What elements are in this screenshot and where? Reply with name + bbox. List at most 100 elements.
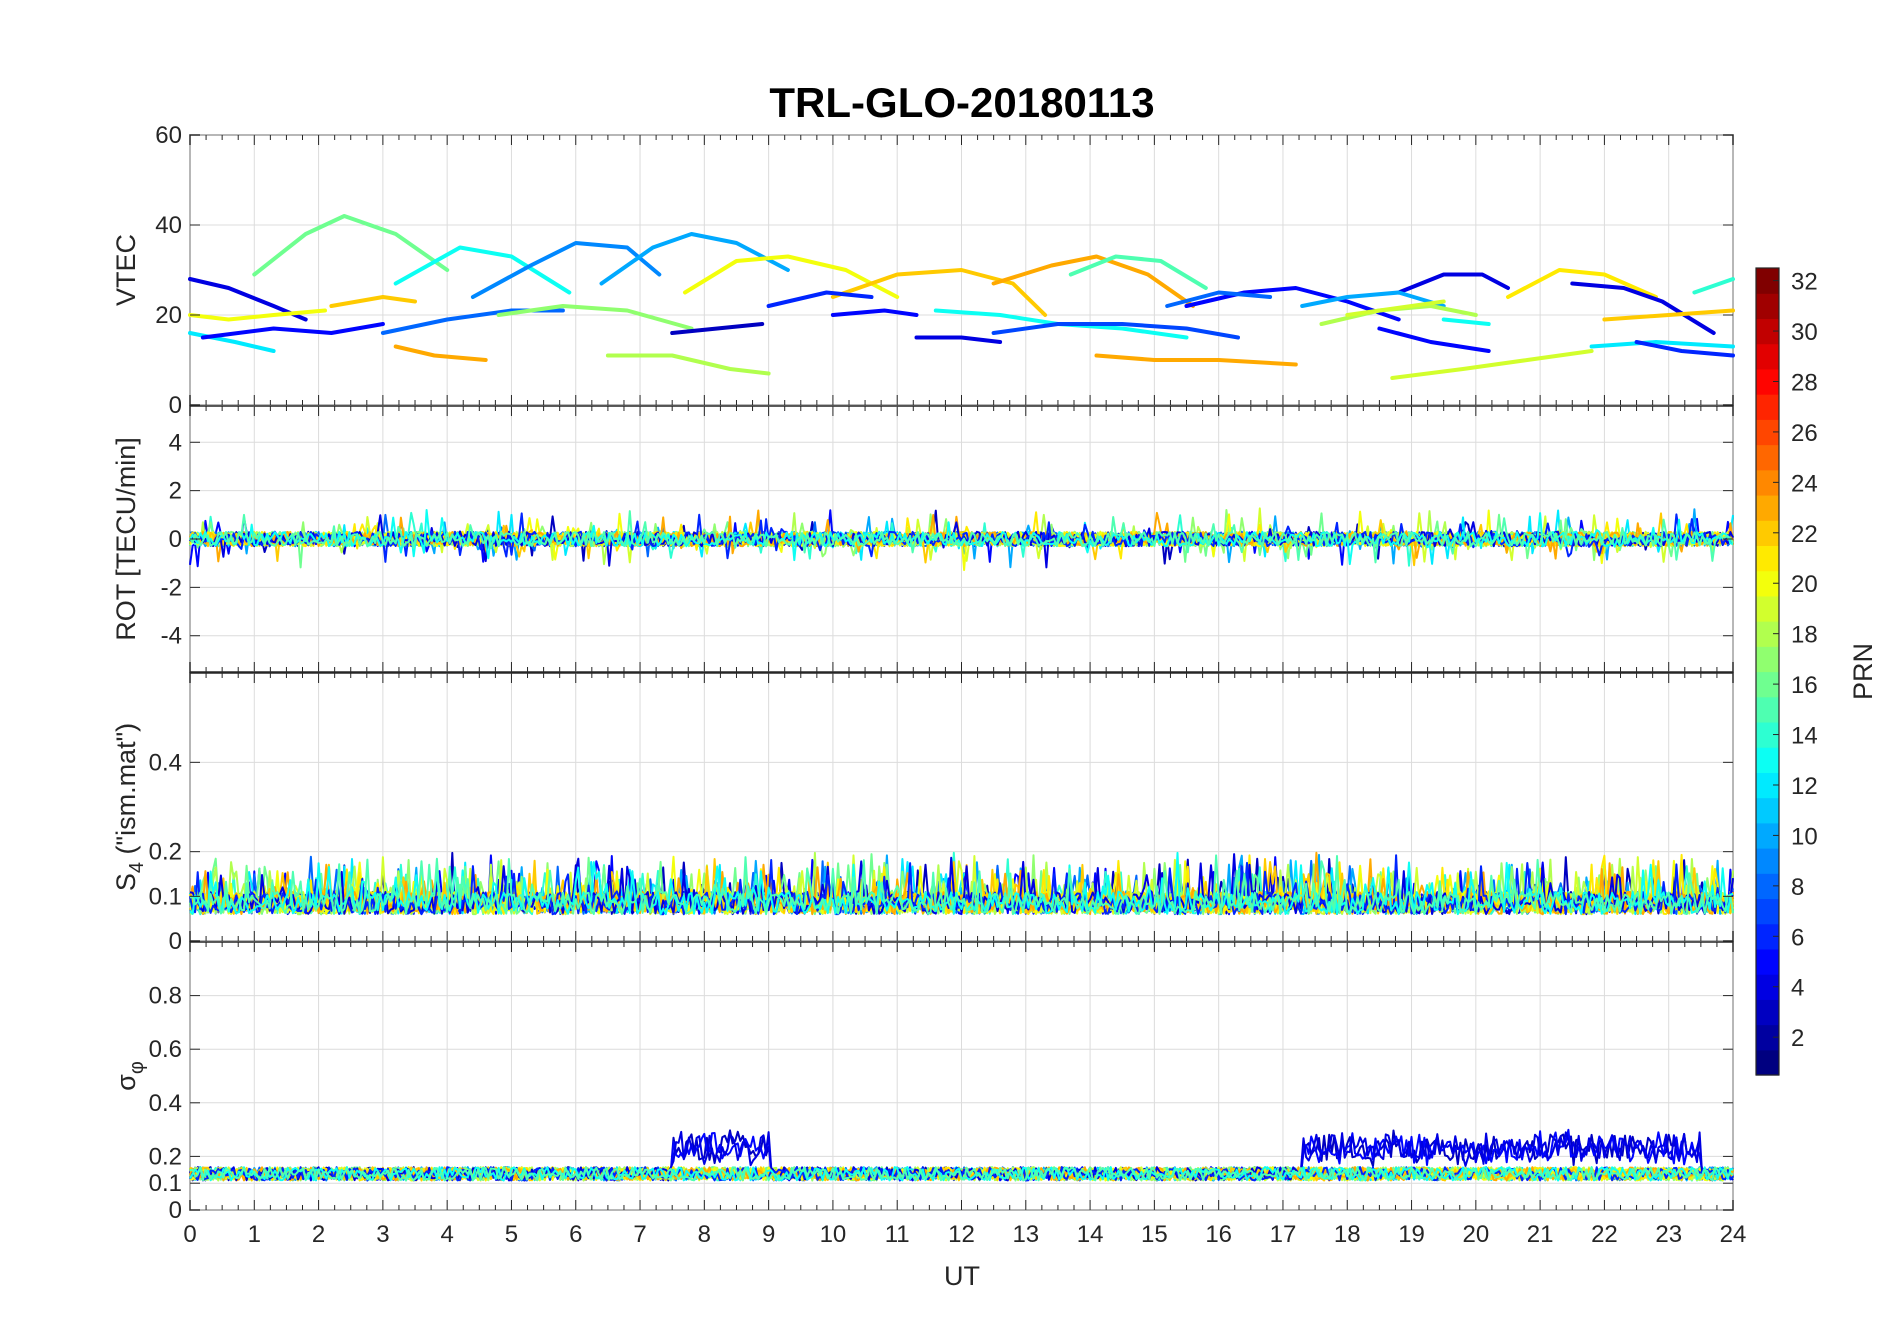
- colorbar-segment-prn-12: [1756, 772, 1779, 799]
- colorbar-tick-label: 16: [1791, 672, 1818, 699]
- sigma-ytick-label: 0.4: [149, 1090, 182, 1117]
- vtec-series-prn-10: [599, 232, 790, 286]
- vtec-ytick-label: 40: [155, 212, 182, 239]
- colorbar-tick-label: 22: [1791, 521, 1818, 548]
- colorbar-segment-prn-20: [1756, 570, 1779, 597]
- s4-ytick-label: 0: [169, 928, 182, 955]
- colorbar-tick-label: 14: [1791, 723, 1818, 750]
- xtick-label: 22: [1591, 1221, 1618, 1248]
- rot-ytick-label: 4: [169, 429, 182, 456]
- s4-ticks: 0 0.1 0.2 0.4: [149, 673, 1734, 955]
- xtick-label: 24: [1720, 1221, 1747, 1248]
- s4-ytick-label: 0.2: [149, 839, 182, 866]
- colorbar-segment-prn-16: [1756, 671, 1779, 698]
- sigma-ytick-label: 0.6: [149, 1036, 182, 1063]
- sigma-ytick-label: 0.1: [149, 1170, 182, 1197]
- vtec-series-prn-23: [393, 344, 488, 362]
- colorbar-segment-prn-25: [1756, 444, 1779, 471]
- panel-vtec: 0 20 40 60 VTEC: [111, 122, 1735, 419]
- colorbar-segment-prn-4: [1756, 974, 1779, 1000]
- s4-ytick-label: 0.1: [149, 883, 182, 910]
- sigma-trace-prn-4: [189, 1130, 1734, 1182]
- vtec-series-prn-13: [1441, 317, 1491, 326]
- xtick-label: 20: [1462, 1221, 1489, 1248]
- colorbar-segment-prn-3: [1756, 999, 1779, 1026]
- colorbar-tick-label: 20: [1791, 571, 1818, 598]
- vtec-series-prn-4: [914, 335, 1003, 344]
- s4-ylabel-main: S: [111, 873, 141, 891]
- colorbar-segment-prn-8: [1756, 873, 1779, 900]
- colorbar-segment-prn-7: [1756, 898, 1779, 925]
- colorbar-tick-label: 2: [1791, 1025, 1804, 1052]
- colorbar-segment-prn-22: [1756, 520, 1779, 547]
- colorbar-tick-label: 24: [1791, 470, 1818, 497]
- xtick-label: 1: [248, 1221, 261, 1248]
- colorbar-tick-label: 4: [1791, 975, 1804, 1002]
- vtec-series-prn-18: [605, 353, 771, 376]
- colorbar-tick-label: 30: [1791, 319, 1818, 346]
- xtick-label: 3: [376, 1221, 389, 1248]
- rot-ytick-label: 2: [169, 478, 182, 505]
- colorbar-tick-label: 28: [1791, 369, 1818, 396]
- vtec-y-axis-label: VTEC: [111, 234, 141, 306]
- colorbar-segment-prn-6: [1756, 923, 1779, 950]
- colorbar-segment-prn-15: [1756, 696, 1779, 723]
- colorbar-segment-prn-27: [1756, 394, 1779, 420]
- xtick-label: 12: [948, 1221, 975, 1248]
- colorbar-tick-label: 32: [1791, 269, 1818, 296]
- rot-trace-prn-15: [189, 510, 1734, 564]
- colorbar-segment-prn-31: [1756, 293, 1779, 320]
- x-axis-label: UT: [944, 1261, 980, 1291]
- s4-ylabel-sub: 4: [126, 862, 148, 873]
- vtec-series-prn-7: [991, 322, 1240, 340]
- vtec-series-prn-8: [1165, 290, 1273, 308]
- xtick-label: 7: [633, 1221, 646, 1248]
- vtec-series-prn-22: [329, 295, 417, 308]
- vtec-series-prn-10: [1300, 290, 1446, 308]
- colorbar-segment-prn-32: [1756, 268, 1779, 294]
- xtick-label: 14: [1077, 1221, 1104, 1248]
- colorbar-segment-prn-5: [1756, 948, 1779, 975]
- vtec-series-prn-3: [670, 322, 765, 335]
- colorbar-segment-prn-17: [1756, 646, 1779, 673]
- xtick-label: 11: [885, 1221, 910, 1248]
- panel-rot: -4 -2 0 2 4 ROT [TECU/min]: [111, 405, 1734, 673]
- vtec-series-prn-23: [1094, 353, 1298, 367]
- xtick-label: 0: [183, 1221, 196, 1248]
- vtec-series-prn-17: [496, 304, 694, 331]
- s4-data: [189, 851, 1734, 916]
- colorbar-segment-prn-18: [1756, 621, 1779, 647]
- vtec-series-prn-20: [683, 254, 900, 299]
- vtec-series-prn-19: [1345, 299, 1446, 317]
- colorbar-segment-prn-30: [1756, 318, 1779, 345]
- colorbar-segment-prn-29: [1756, 343, 1779, 370]
- rot-trace-prn-13: [189, 509, 1734, 566]
- sigma-trace-prn-15: [189, 1166, 1734, 1182]
- colorbar-tick-label: 8: [1791, 874, 1804, 901]
- colorbar-segment-prn-1: [1756, 1049, 1779, 1076]
- xtick-label: 13: [1012, 1221, 1039, 1248]
- vtec-series-prn-6: [766, 290, 874, 308]
- colorbar-frame: [1755, 267, 1780, 1076]
- colorbar-segment-prn-11: [1756, 797, 1779, 824]
- vtec-series-prn-5: [830, 308, 919, 317]
- s4-ytick-label: 0.4: [149, 749, 182, 776]
- colorbar-segment-prn-23: [1756, 494, 1779, 521]
- xtick-label: 10: [820, 1221, 847, 1248]
- colorbar-segment-prn-10: [1756, 822, 1779, 849]
- vtec-ytick-label: 0: [169, 392, 182, 419]
- xtick-label: 15: [1141, 1221, 1168, 1248]
- vtec-series-prn-4: [1396, 272, 1510, 295]
- sigma-ylabel-sub: φ: [126, 1061, 148, 1074]
- colorbar-tick-label: 18: [1791, 622, 1818, 649]
- vtec-series-prn-16: [252, 214, 450, 277]
- sigma-ytick-label: 0.2: [149, 1143, 182, 1170]
- sigma-ticks: 00.10.2 0.4 0.6 0.8: [149, 942, 1734, 1224]
- panel-s4: 00.10.20.4S4 ("ism.mat"): [111, 672, 1734, 955]
- xtick-label: 5: [505, 1221, 518, 1248]
- xtick-label: 23: [1655, 1221, 1682, 1248]
- colorbar-segment-prn-2: [1756, 1024, 1779, 1051]
- xtick-label: 21: [1527, 1221, 1554, 1248]
- rot-ytick-label: -2: [161, 574, 182, 601]
